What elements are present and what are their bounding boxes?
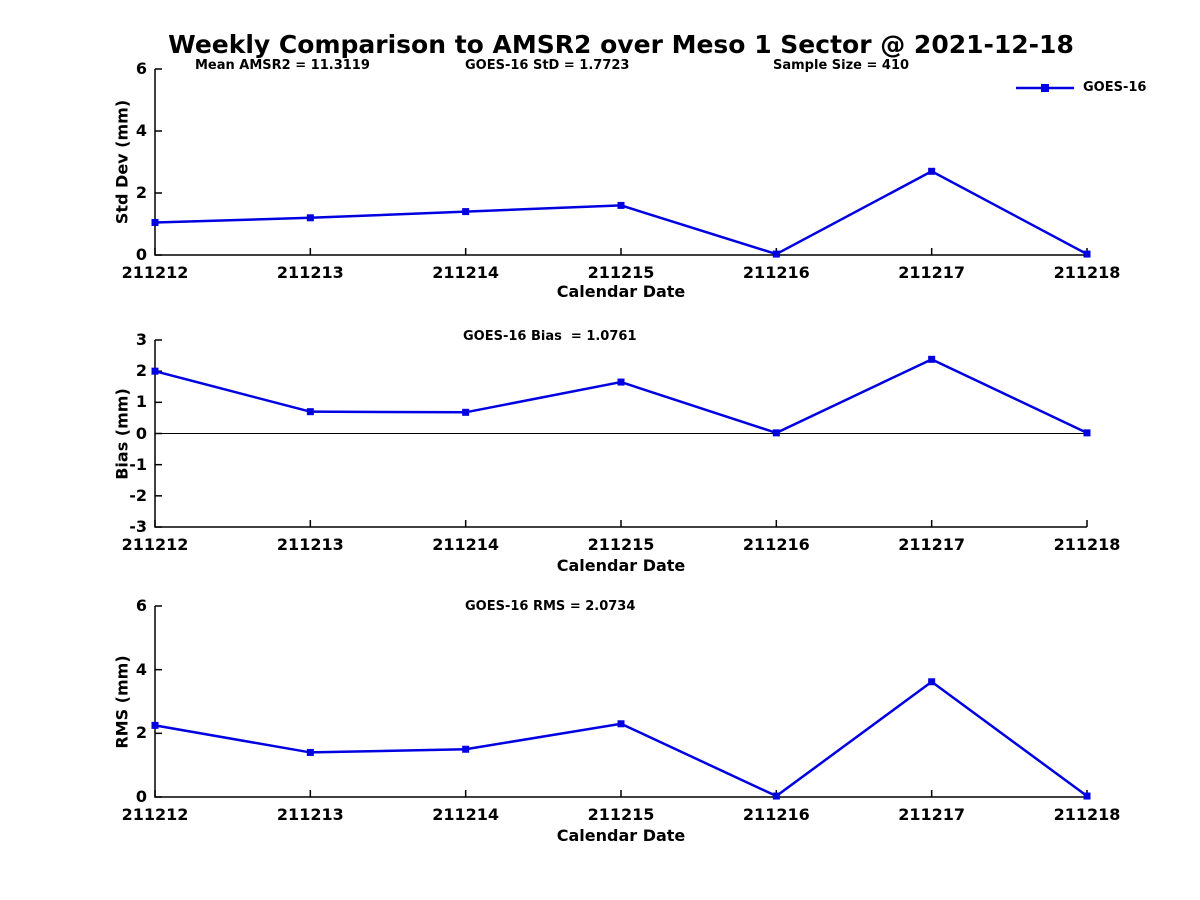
data-point-marker: [617, 720, 625, 728]
y-tick-label: 1: [135, 392, 147, 412]
y-tick-label: 3: [135, 330, 147, 349]
figure-title: Weekly Comparison to AMSR2 over Meso 1 S…: [168, 30, 1074, 59]
data-point-marker: [772, 792, 780, 800]
data-point-marker: [462, 208, 470, 216]
x-tick-label: 211217: [898, 805, 966, 824]
x-tick-label: 211215: [587, 263, 655, 282]
annotation-goes16-std: GOES-16 StD = 1.7723: [465, 58, 630, 73]
data-point-marker: [772, 429, 780, 437]
x-tick-label: 211214: [432, 263, 500, 282]
x-tick-label: 211213: [276, 263, 344, 282]
data-point-marker: [617, 201, 625, 209]
y-tick-label: 4: [135, 121, 147, 140]
y-tick-label: 2: [135, 723, 147, 743]
y-tick-label: 0: [135, 787, 147, 806]
x-tick-label: 211213: [276, 535, 344, 554]
x-axis-label-rms: Calendar Date: [556, 826, 686, 845]
data-point-marker: [928, 167, 936, 175]
annotation-goes16-bias: GOES-16 Bias = 1.0761: [463, 329, 637, 344]
y-tick-label: -2: [129, 485, 147, 505]
data-point-marker: [1083, 792, 1091, 800]
legend-label: GOES-16: [1083, 80, 1147, 95]
x-tick-label: 211215: [587, 535, 655, 554]
x-tick-label: 211213: [276, 805, 344, 824]
series-line: [154, 680, 1088, 798]
y-tick-label: 4: [135, 659, 147, 679]
annotation-sample-size: Sample Size = 410: [773, 58, 910, 73]
data-point-marker: [928, 678, 936, 686]
data-point-marker: [462, 745, 470, 753]
series-line: [154, 357, 1088, 435]
series-line: [154, 169, 1088, 256]
axis-spine: [154, 606, 1087, 798]
x-tick-label: 211218: [1053, 263, 1121, 282]
x-tick-label: 211218: [1053, 805, 1121, 824]
data-point-marker: [1083, 429, 1091, 437]
y-tick-label: -1: [129, 454, 147, 474]
y-tick-label: 0: [135, 245, 147, 264]
y-tick-label: 0: [135, 423, 147, 443]
annotation-goes16-rms: GOES-16 RMS = 2.0734: [465, 599, 636, 614]
x-tick-label: 211217: [898, 263, 966, 282]
data-point-marker: [462, 408, 470, 416]
x-axis-label-bias: Calendar Date: [556, 556, 686, 575]
x-tick-label: 211216: [742, 805, 810, 824]
x-tick-label: 211214: [432, 805, 500, 824]
x-tick-label: 211214: [432, 535, 500, 554]
x-tick-label: 211216: [742, 535, 810, 554]
y-tick-label: 6: [135, 596, 147, 615]
data-point-marker: [617, 378, 625, 386]
x-tick-label: 211212: [121, 805, 189, 824]
x-tick-label: 211215: [587, 805, 655, 824]
data-point-marker: [151, 721, 159, 729]
axis-spine: [154, 69, 1087, 256]
y-tick-label: 2: [135, 183, 147, 202]
y-tick-label: 6: [135, 59, 147, 78]
x-tick-label: 211217: [898, 535, 966, 554]
y-tick-label: 2: [135, 361, 147, 381]
data-point-marker: [772, 250, 780, 258]
x-tick-label: 211212: [121, 535, 189, 554]
legend: GOES-16: [1016, 80, 1146, 95]
data-point-marker: [306, 748, 314, 756]
annotation-mean-amsr2: Mean AMSR2 = 11.3119: [195, 58, 370, 73]
x-tick-label: 211212: [121, 263, 189, 282]
x-axis-label-std-dev: Calendar Date: [556, 282, 686, 301]
x-tick-label: 211218: [1053, 535, 1121, 554]
legend-line-marker-icon: [1016, 83, 1074, 92]
data-point-marker: [151, 367, 159, 375]
x-tick-label: 211216: [742, 263, 810, 282]
y-tick-label: -3: [129, 517, 147, 536]
data-point-marker: [1083, 250, 1091, 258]
data-point-marker: [306, 408, 314, 416]
data-point-marker: [928, 355, 936, 363]
data-point-marker: [151, 218, 159, 226]
data-point-marker: [306, 214, 314, 222]
